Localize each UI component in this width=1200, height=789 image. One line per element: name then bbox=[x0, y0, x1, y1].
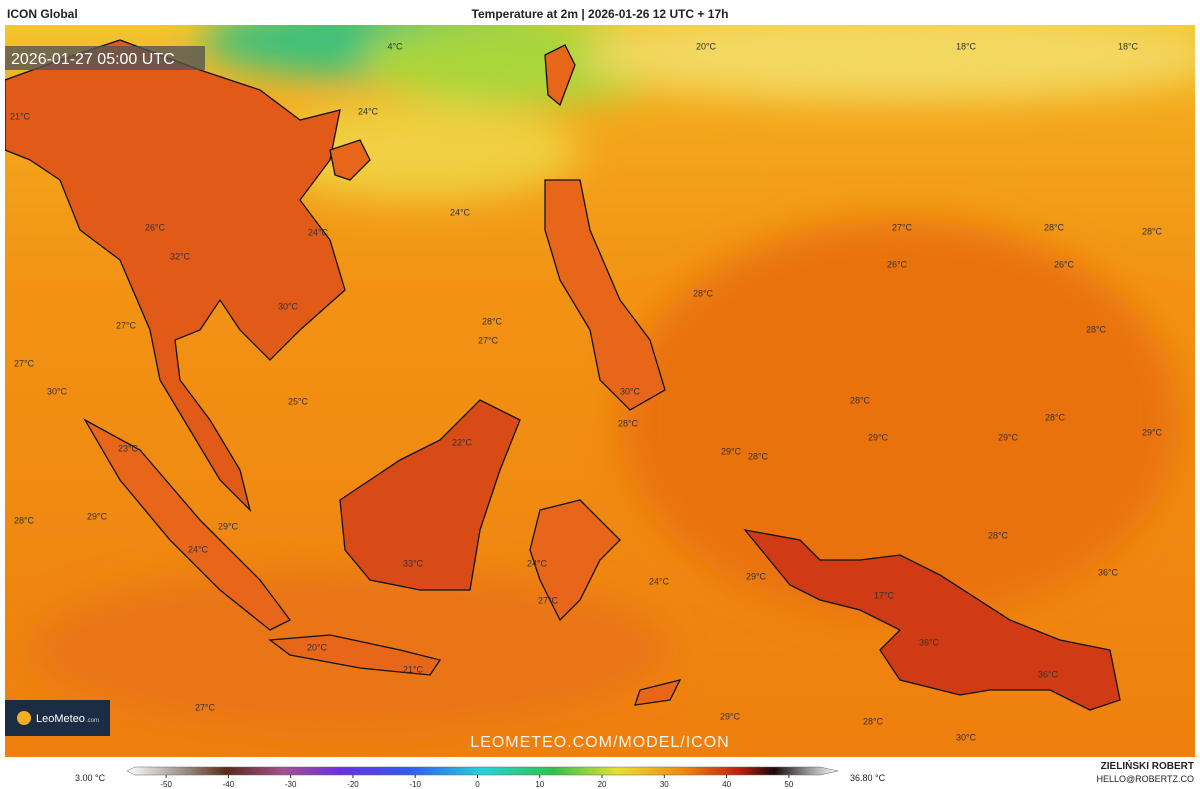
temperature-label: 24°C bbox=[358, 106, 379, 116]
temperature-label: 27°C bbox=[116, 320, 137, 330]
temperature-label: 20°C bbox=[696, 41, 717, 51]
temperature-label: 28°C bbox=[1044, 222, 1065, 232]
temperature-label: 30°C bbox=[278, 301, 299, 311]
temperature-label: 27°C bbox=[478, 335, 499, 345]
logo-icon bbox=[17, 711, 31, 725]
temperature-label: 29°C bbox=[746, 571, 767, 581]
temperature-label: 4°C bbox=[387, 41, 403, 51]
colorbar-tick-label: -20 bbox=[347, 780, 359, 789]
valid-time: 2026-01-27 05:00 UTC bbox=[11, 51, 175, 68]
temperature-label: 26°C bbox=[887, 259, 908, 269]
colorbar-min: 3.00 °C bbox=[75, 773, 106, 783]
temperature-label: 28°C bbox=[850, 395, 871, 405]
temperature-label: 27°C bbox=[892, 222, 913, 232]
colorbar-tick-label: 30 bbox=[660, 780, 669, 789]
temperature-label: 28°C bbox=[988, 530, 1009, 540]
temperature-label: 29°C bbox=[868, 432, 889, 442]
temperature-label: 24°C bbox=[308, 227, 329, 237]
temperature-label: 29°C bbox=[998, 432, 1019, 442]
contact: HELLO@ROBERTZ.CO bbox=[1097, 774, 1195, 784]
colorbar-tick-label: 50 bbox=[784, 780, 793, 789]
temperature-label: 23°C bbox=[118, 443, 139, 453]
temperature-label: 29°C bbox=[218, 521, 239, 531]
temperature-label: 18°C bbox=[956, 41, 977, 51]
temperature-label: 30°C bbox=[620, 386, 641, 396]
temperature-label: 27°C bbox=[195, 702, 216, 712]
temperature-label: 29°C bbox=[1142, 427, 1163, 437]
temperature-label: 28°C bbox=[1045, 412, 1066, 422]
colorbar-tick-label: -50 bbox=[160, 780, 172, 789]
map-labels: 4°C 20°C 18°C 18°C 21°C 24°C 24°C 27°C 28°C 28°C 2… bbox=[10, 41, 1163, 742]
temperature-label: 28°C bbox=[14, 515, 35, 525]
colorbar-tick-label: 40 bbox=[722, 780, 731, 789]
temperature-label: 22°C bbox=[452, 437, 473, 447]
colorbar-ticks: -50 -40 -30 -20 -10 0 10 20 30 40 50 bbox=[160, 775, 794, 789]
temperature-label: 28°C bbox=[863, 716, 884, 726]
map-title: Temperature at 2m | 2026-01-26 12 UTC + … bbox=[472, 7, 729, 21]
temperature-label: 17°C bbox=[874, 590, 895, 600]
temperature-label: 36°C bbox=[1038, 669, 1059, 679]
temperature-label: 25°C bbox=[288, 396, 309, 406]
map-area: 4°C 20°C 18°C 18°C 21°C 24°C 24°C 27°C 28°C 28°C 2… bbox=[5, 25, 1195, 757]
temperature-label: 24°C bbox=[450, 207, 471, 217]
watermark: LEOMETEO.COM/MODEL/ICON bbox=[470, 734, 729, 751]
temperature-label: 24°C bbox=[188, 544, 209, 554]
temperature-label: 30°C bbox=[956, 732, 977, 742]
temperature-label: 21°C bbox=[10, 111, 31, 121]
colorbar-tick-label: -40 bbox=[223, 780, 235, 789]
colorbar-tick-label: 10 bbox=[535, 780, 544, 789]
colorbar-tick-label: 20 bbox=[598, 780, 607, 789]
temperature-label: 29°C bbox=[720, 711, 741, 721]
colorbar-tick-label: -30 bbox=[285, 780, 297, 789]
colorbar-tick-label: 0 bbox=[475, 780, 480, 789]
temperature-label: 30°C bbox=[47, 386, 68, 396]
temperature-label: 28°C bbox=[1142, 226, 1163, 236]
temperature-label: 33°C bbox=[403, 558, 424, 568]
temperature-label: 28°C bbox=[1086, 324, 1107, 334]
land bbox=[5, 39, 1121, 711]
colorbar bbox=[126, 766, 839, 776]
temperature-label: 36°C bbox=[1098, 567, 1119, 577]
temperature-label: 29°C bbox=[721, 446, 742, 456]
temperature-label: 24°C bbox=[649, 576, 670, 586]
temperature-label: 27°C bbox=[538, 595, 559, 605]
temperature-label: 28°C bbox=[748, 451, 769, 461]
temperature-label: 29°C bbox=[87, 511, 108, 521]
temperature-label: 26°C bbox=[1054, 259, 1075, 269]
temperature-label: 32°C bbox=[170, 251, 191, 261]
temperature-label: 20°C bbox=[307, 642, 328, 652]
time-badge bbox=[5, 46, 205, 70]
temperature-label: 27°C bbox=[14, 358, 35, 368]
temperature-label: 36°C bbox=[919, 637, 940, 647]
temperature-label: 28°C bbox=[482, 316, 503, 326]
temperature-label: 24°C bbox=[527, 558, 548, 568]
temperature-label: 18°C bbox=[1118, 41, 1139, 51]
temperature-label: 28°C bbox=[618, 418, 639, 428]
logo-name: LeoMeteo bbox=[36, 713, 85, 725]
model-name: ICON Global bbox=[7, 7, 78, 21]
temperature-label: 26°C bbox=[145, 222, 166, 232]
colorbar-tick-label: -10 bbox=[409, 780, 421, 789]
logo-suffix: .com bbox=[86, 718, 99, 724]
temperature-label: 21°C bbox=[403, 664, 424, 674]
author: ZIELIŃSKI ROBERT bbox=[1101, 759, 1194, 772]
temperature-label: 28°C bbox=[693, 288, 714, 298]
colorbar-max: 36.80 °C bbox=[850, 773, 886, 783]
